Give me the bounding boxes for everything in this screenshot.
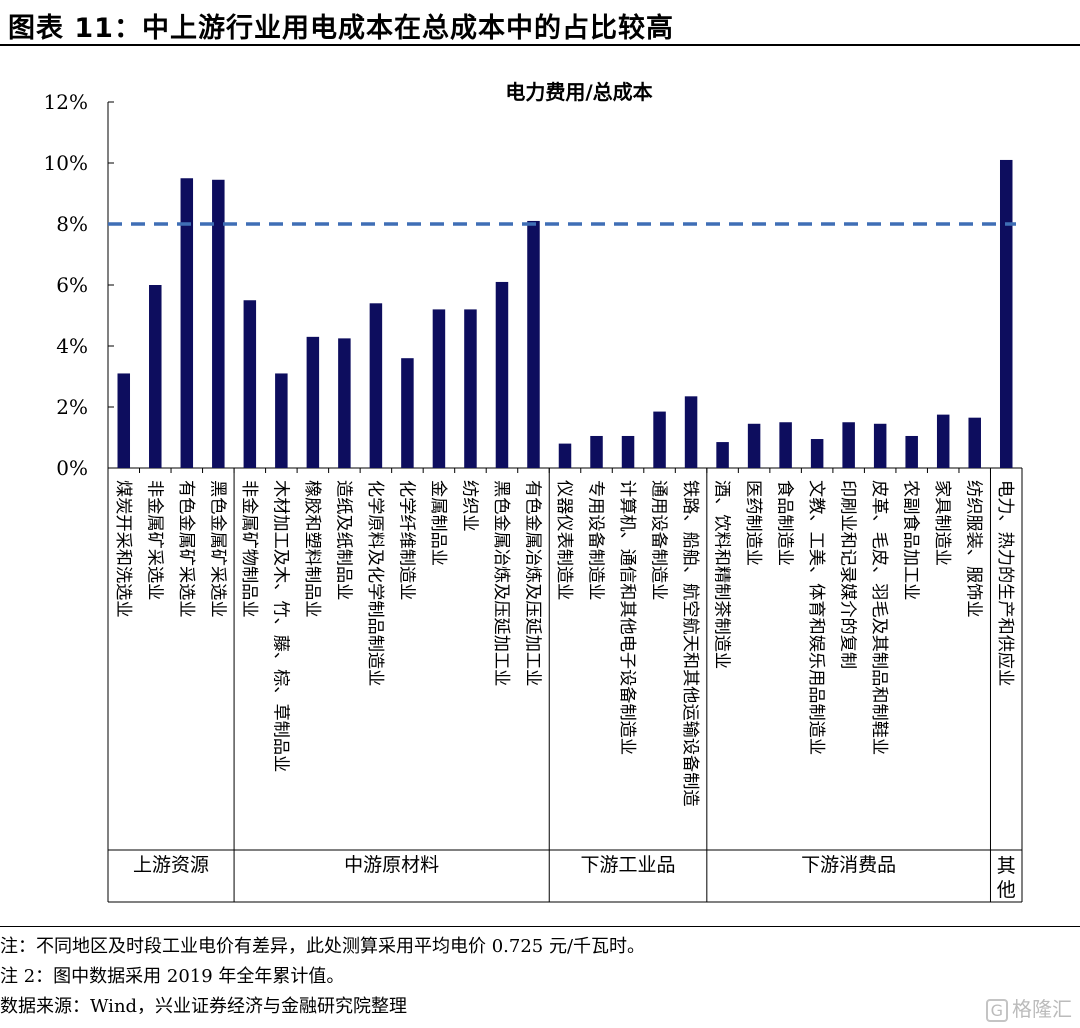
bar: [558, 443, 572, 468]
watermark: G 格隆汇: [985, 993, 1072, 1022]
bar: [338, 338, 351, 468]
bar: [149, 285, 162, 468]
notes-section: 注：不同地区及时段工业电价有差异，此处测算采用平均电价 0.725 元/千瓦时。…: [0, 926, 1080, 1028]
note-data-period: 注 2：图中数据采用 2019 年全年累计值。: [0, 966, 345, 987]
figure-header: 图表 11：中上游行业用电成本在总成本中的占比较高: [0, 0, 1080, 46]
y-tick-label: 10%: [44, 151, 88, 175]
data-source: 数据来源：Wind，兴业证券经济与金融研究院整理: [0, 996, 408, 1017]
bar: [747, 423, 761, 468]
category-label: 酒、饮料和精制茶制造业: [712, 480, 732, 669]
bar: [401, 358, 414, 468]
category-label: 仪器仪表制造业: [554, 480, 574, 600]
category-label: 金属制品业: [428, 480, 448, 566]
notes-rule: [0, 926, 1080, 927]
figure-title: 图表 11：中上游行业用电成本在总成本中的占比较高: [8, 13, 674, 44]
bar: [936, 414, 950, 468]
bar: [369, 303, 383, 468]
y-tick-label: 12%: [44, 90, 88, 114]
bar: [212, 179, 225, 468]
category-label: 印刷业和记录媒介的复制: [838, 480, 858, 669]
bar: [621, 435, 635, 468]
category-label: 黑色金属矿采选业: [207, 480, 227, 618]
y-tick-label: 0%: [56, 456, 88, 480]
category-label: 黑色金属冶炼及压延加工业: [491, 480, 511, 686]
bar: [243, 300, 257, 468]
category-label: 纺织服装、服饰业: [964, 480, 984, 618]
bar: [842, 422, 855, 468]
bar: [527, 220, 540, 468]
y-tick-label: 6%: [56, 273, 88, 297]
category-label: 计算机、通信和其他电子设备制造业: [617, 480, 637, 755]
header-rule: [0, 44, 1080, 46]
chart-title: 电力费用/总成本: [505, 80, 652, 104]
category-label: 皮革、毛皮、羽毛及其制品和制鞋业: [869, 480, 889, 755]
bar: [810, 439, 824, 468]
bar: [999, 159, 1013, 468]
bar: [495, 281, 509, 468]
bar: [275, 373, 288, 468]
category-label: 非金属矿采选业: [144, 480, 164, 600]
bar: [779, 422, 792, 468]
category-label: 医药制造业: [743, 480, 763, 566]
category-label: 纺织业: [459, 480, 479, 532]
category-label: 有色金属冶炼及压延加工业: [522, 480, 542, 686]
category-label: 橡胶和塑料制品业: [302, 480, 322, 618]
category-label: 非金属矿物制品业: [239, 480, 259, 618]
bar: [968, 417, 981, 468]
bar-chart: 电力费用/总成本 0% 2% 4% 6% 8% 10% 12% 上游资源 中游原材料 下游工业品 下游…: [44, 80, 1023, 903]
category-label: 家具制造业: [932, 480, 952, 566]
category-label: 农副食品加工业: [901, 480, 921, 600]
y-tick-label: 4%: [56, 334, 88, 358]
bar: [432, 309, 446, 468]
category-label: 铁路、船舶、航空航天和其他运输设备制造: [680, 480, 700, 807]
bar: [306, 336, 320, 468]
category-label: 煤炭开采和洗选业: [113, 480, 133, 618]
category-label: 有色金属矿采选业: [176, 480, 196, 618]
watermark-logo-icon: G: [985, 999, 1008, 1022]
bar: [653, 411, 666, 468]
y-tick-label: 8%: [56, 212, 88, 236]
category-label: 电力、热力的生产和供应业: [995, 480, 1015, 686]
category-label: 文教、工美、体育和娱乐用品制造业: [806, 480, 826, 755]
bar: [117, 373, 131, 468]
group-label: 下游工业品: [581, 854, 676, 876]
note-electricity-price: 注：不同地区及时段工业电价有差异，此处测算采用平均电价 0.725 元/千瓦时。: [0, 936, 646, 957]
category-label: 通用设备制造业: [649, 480, 669, 600]
bar: [684, 396, 698, 468]
category-label: 化学纤维制造业: [396, 480, 416, 600]
category-label: 专用设备制造业: [586, 480, 606, 600]
group-label: 下游消费品: [801, 854, 896, 876]
watermark-text: 格隆汇: [1012, 997, 1072, 1021]
bar: [464, 309, 477, 468]
category-label: 食品制造业: [775, 480, 795, 566]
bar: [873, 423, 887, 468]
group-label: 中游原材料: [344, 854, 439, 876]
group-label: 上游资源: [133, 854, 209, 876]
category-label: 化学原料及化学制品制造业: [365, 480, 385, 686]
category-label: 木材加工及木、竹、藤、棕、草制品业: [270, 480, 290, 772]
bar: [590, 435, 603, 468]
group-label: 其他: [997, 855, 1016, 901]
y-tick-label: 2%: [56, 395, 88, 419]
category-label: 造纸及纸制品业: [333, 480, 353, 600]
bar: [905, 435, 918, 468]
bar: [180, 178, 194, 468]
bar: [716, 442, 729, 468]
